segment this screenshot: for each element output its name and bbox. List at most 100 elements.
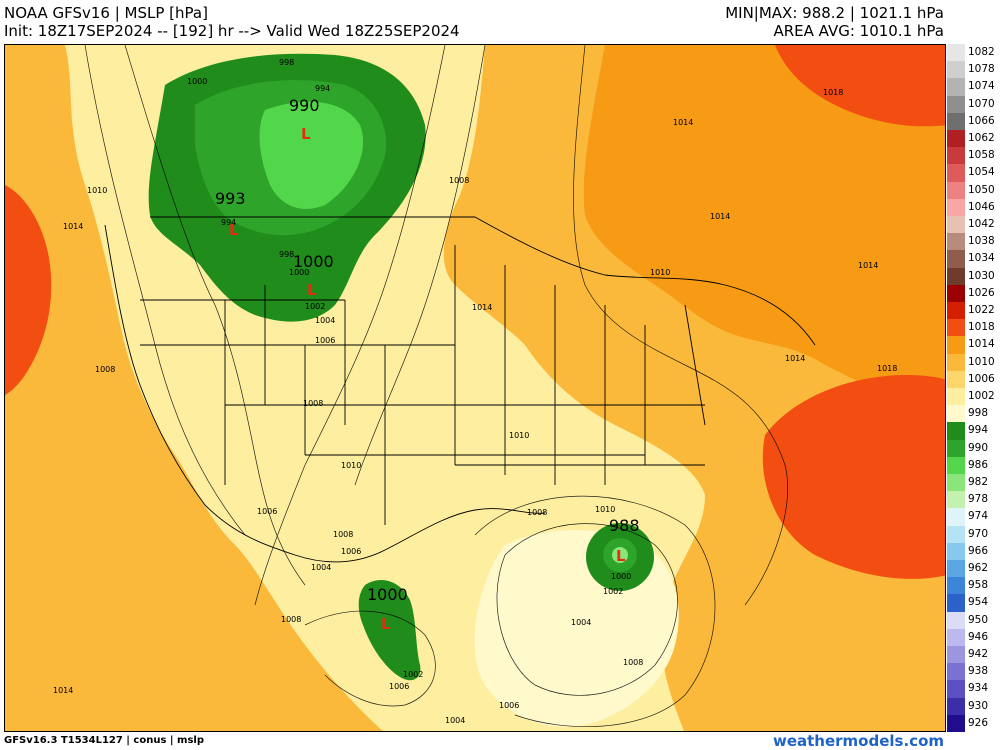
atlantic-high (762, 375, 945, 579)
low-pressure-centers: 990 L 993 L 1000 L 988 L 1000 L (215, 96, 640, 633)
northwest-low-core (259, 101, 364, 209)
legend-swatch (947, 697, 965, 715)
legend-swatch (947, 336, 965, 354)
contour-label: 1008 (623, 658, 643, 667)
legend-entry: 946 (947, 628, 1000, 646)
legend-entry: 950 (947, 611, 1000, 629)
legend-entry: 1050 (947, 181, 1000, 199)
legend-label: 998 (968, 407, 989, 420)
legend-swatch (947, 198, 965, 216)
legend-entry: 990 (947, 439, 1000, 457)
legend-entry: 1054 (947, 164, 1000, 182)
contour-label: 1006 (389, 682, 409, 691)
contour-label: 1006 (315, 336, 335, 345)
legend-label: 1078 (968, 63, 995, 76)
legend-swatch (947, 164, 965, 182)
legend-label: 954 (968, 596, 989, 609)
contour-label: 1002 (403, 670, 423, 679)
low-value-label: 1000 (367, 585, 408, 604)
legend-label: 1014 (968, 338, 995, 351)
contour-label: 1004 (571, 618, 591, 627)
legend-entry: 970 (947, 525, 1000, 543)
legend-entry: 942 (947, 646, 1000, 664)
legend-label: 994 (968, 424, 989, 437)
legend-entry: 998 (947, 405, 1000, 423)
legend-entry: 1022 (947, 302, 1000, 320)
legend-entry: 930 (947, 697, 1000, 715)
legend-entry: 1038 (947, 233, 1000, 251)
legend-swatch (947, 560, 965, 578)
legend-label: 1074 (968, 80, 995, 93)
legend-entry: 1082 (947, 44, 1000, 62)
legend-label: 1062 (968, 132, 995, 144)
legend-swatch (947, 112, 965, 130)
legend-entry: 954 (947, 594, 1000, 612)
model-info: GFSv16.3 T1534L127 | conus | mslp (4, 735, 204, 746)
legend-swatch (947, 646, 965, 664)
legend-swatch (947, 508, 965, 526)
contour-label: 1008 (281, 615, 301, 624)
low-value-label: 990 (289, 96, 320, 115)
legend-swatch (947, 456, 965, 474)
legend-swatch (947, 714, 965, 732)
legend-swatch (947, 388, 965, 406)
legend-label: 1058 (968, 149, 995, 162)
legend-swatch (947, 474, 965, 492)
legend-swatch (947, 267, 965, 285)
map-title: NOAA GFSv16 | MSLP [hPa] (4, 4, 208, 22)
northeast-high (775, 45, 945, 127)
mexico-low (358, 580, 421, 681)
pacific-high (5, 185, 52, 395)
legend-label: 1050 (968, 183, 995, 196)
contour-label: 1000 (611, 572, 631, 581)
legend-swatch (947, 663, 965, 681)
legend-swatch (947, 147, 965, 165)
low-marker: L (307, 281, 317, 299)
legend-label: 930 (968, 699, 989, 712)
low-value-label: 1000 (293, 252, 334, 271)
legend-label: 938 (968, 665, 989, 678)
contour-label: 1010 (595, 505, 615, 514)
legend-swatch (947, 594, 965, 612)
low-marker: L (229, 221, 239, 239)
legend-entry: 1030 (947, 267, 1000, 285)
legend-entry: 1042 (947, 216, 1000, 234)
legend-label: 978 (968, 493, 989, 506)
legend-label: 1010 (968, 355, 995, 368)
contour-label: 1006 (499, 701, 519, 710)
legend-entry: 1006 (947, 370, 1000, 388)
legend-entry: 1074 (947, 78, 1000, 96)
contour-label: 1008 (303, 399, 323, 408)
legend-swatch (947, 628, 965, 646)
low-marker: L (381, 615, 391, 633)
contour-label: 1002 (305, 302, 325, 311)
legend-label: 982 (968, 476, 989, 488)
site-link[interactable]: weathermodels.com (772, 732, 944, 750)
contour-label: 1018 (823, 88, 843, 97)
legend-label: 1070 (968, 97, 995, 110)
legend-entry: 1010 (947, 353, 1000, 371)
legend-entry: 1058 (947, 147, 1000, 165)
contour-label: 1010 (509, 431, 529, 440)
legend-entry: 978 (947, 491, 1000, 509)
pressure-map: 998 994 1000 1010 1014 994 998 1000 1002… (4, 44, 946, 732)
political-borders (104, 216, 816, 563)
legend-label: 1034 (968, 252, 995, 265)
legend-label: 970 (968, 527, 989, 540)
legend-swatch (947, 353, 965, 371)
contour-label: 1002 (603, 587, 623, 596)
contour-label: 1010 (341, 461, 361, 470)
legend-swatch (947, 405, 965, 423)
legend-swatch (947, 78, 965, 96)
low-value-label: 993 (215, 189, 246, 208)
legend-entry: 958 (947, 577, 1000, 595)
legend-entry: 1026 (947, 284, 1000, 302)
init-valid-time: Init: 18Z17SEP2024 -- [192] hr --> Valid… (4, 22, 460, 40)
legend-label: 1042 (968, 218, 995, 230)
legend-entry: 974 (947, 508, 1000, 526)
legend-swatch (947, 542, 965, 560)
legend-label: 942 (968, 648, 989, 660)
contour-label: 1008 (449, 176, 469, 185)
legend-label: 1046 (968, 200, 995, 213)
legend-entry: 1046 (947, 198, 1000, 216)
